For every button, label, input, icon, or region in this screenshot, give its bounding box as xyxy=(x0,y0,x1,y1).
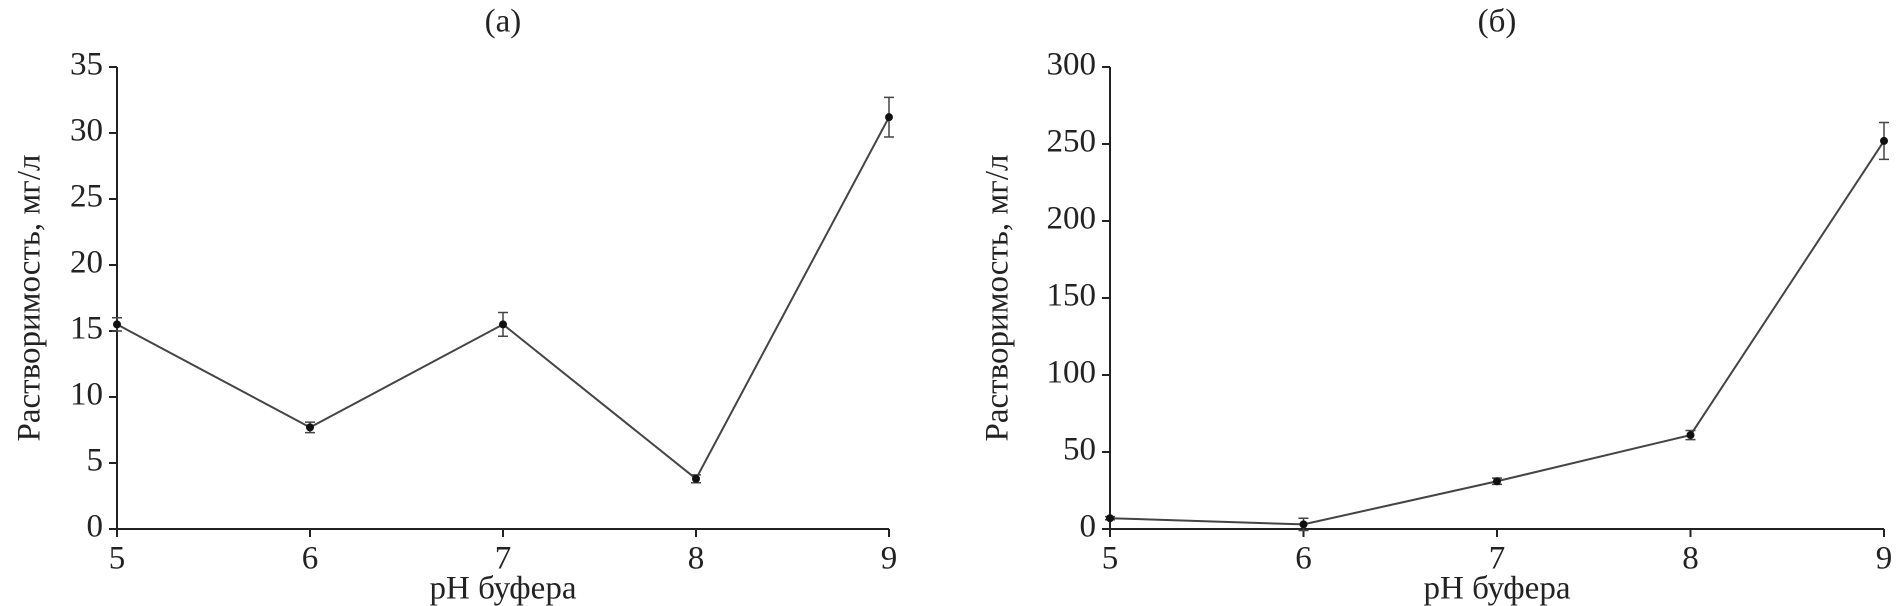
y-tick-label: 300 xyxy=(1047,47,1097,83)
y-tick-label: 0 xyxy=(87,509,104,545)
data-point xyxy=(1493,477,1501,486)
chart-title: (а) xyxy=(485,4,522,40)
data-point xyxy=(113,320,121,329)
y-tick-label: 20 xyxy=(70,245,103,281)
y-tick-label: 30 xyxy=(70,113,103,149)
data-point xyxy=(1299,520,1308,529)
y-axis-label: Растворимость, мг/л xyxy=(12,155,48,442)
y-tick-label: 35 xyxy=(70,47,103,83)
y-tick-label: 150 xyxy=(1047,278,1097,314)
x-tick-label: 9 xyxy=(1876,541,1893,577)
x-tick-label: 5 xyxy=(1102,541,1119,577)
x-axis-label: pH буфера xyxy=(430,571,577,606)
y-tick-label: 200 xyxy=(1047,201,1097,237)
x-tick-label: 8 xyxy=(688,541,705,577)
y-tick-label: 250 xyxy=(1047,124,1097,160)
y-tick-label: 10 xyxy=(70,377,103,413)
y-tick-label: 5 xyxy=(87,443,104,479)
data-point xyxy=(1686,431,1695,440)
y-tick-label: 50 xyxy=(1063,432,1096,468)
x-tick-label: 6 xyxy=(1295,541,1312,577)
data-point xyxy=(1106,514,1114,523)
y-tick-label: 25 xyxy=(70,179,103,215)
x-axis-label: pH буфера xyxy=(1424,571,1571,606)
x-tick-label: 7 xyxy=(495,541,512,577)
y-tick-label: 100 xyxy=(1047,355,1097,391)
y-axis-label: Растворимость, мг/л xyxy=(980,155,1016,442)
data-point xyxy=(306,423,314,432)
y-tick-label: 15 xyxy=(70,311,103,347)
data-point xyxy=(499,320,507,329)
chart-title: (б) xyxy=(1478,4,1517,40)
data-line xyxy=(1109,140,1885,526)
x-tick-label: 8 xyxy=(1682,541,1699,577)
x-tick-label: 6 xyxy=(302,541,319,577)
x-tick-label: 9 xyxy=(881,541,898,577)
x-tick-label: 7 xyxy=(1489,541,1506,577)
data-point xyxy=(692,474,700,483)
data-point xyxy=(885,113,893,122)
data-line xyxy=(116,116,890,481)
y-tick-label: 0 xyxy=(1080,509,1097,545)
data-point xyxy=(1880,136,1888,145)
x-tick-label: 5 xyxy=(109,541,126,577)
